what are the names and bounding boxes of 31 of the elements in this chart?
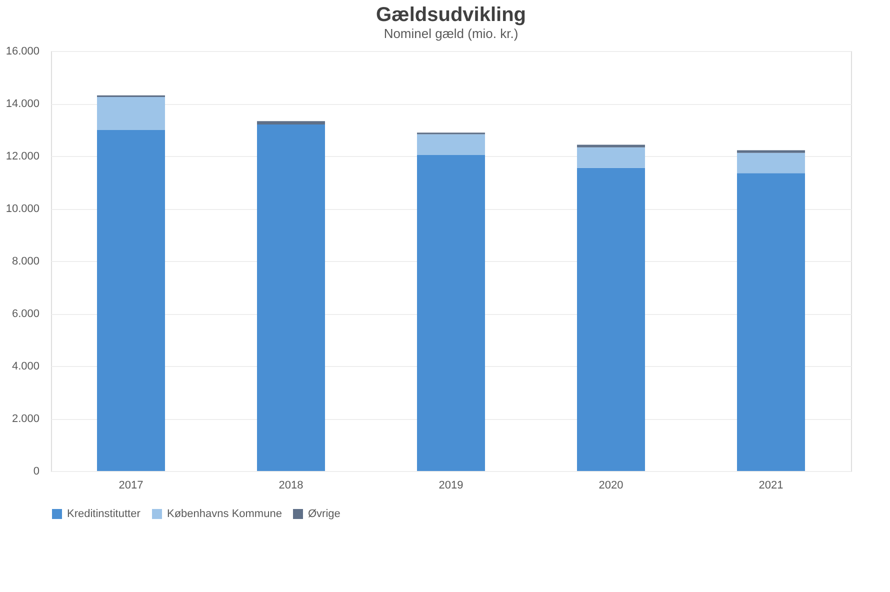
x-tick-label: 2020	[598, 480, 624, 492]
y-tick-label: 8.000	[12, 256, 40, 268]
x-tick-label: 2021	[758, 480, 784, 492]
bar	[97, 96, 165, 130]
y-tick-label: 2.000	[12, 413, 40, 425]
legend-label: Københavns Kommune	[167, 508, 282, 520]
bar	[737, 150, 805, 153]
bar	[577, 147, 645, 168]
legend-label: Øvrige	[308, 508, 340, 520]
x-tick-label: 2019	[438, 480, 464, 492]
y-tick-label: 14.000	[6, 98, 40, 110]
bar	[417, 154, 485, 471]
y-tick-label: 4.000	[12, 360, 40, 372]
bar	[737, 152, 805, 174]
y-tick-label: 10.000	[6, 203, 40, 215]
bar	[577, 168, 645, 471]
y-tick-label: 16.000	[6, 46, 40, 58]
x-tick-label: 2017	[118, 480, 144, 492]
bar	[417, 134, 485, 155]
x-tick-label: 2018	[278, 480, 304, 492]
bar	[737, 173, 805, 471]
y-tick-label: 12.000	[6, 150, 40, 162]
bar	[257, 124, 325, 471]
bar	[577, 144, 645, 148]
chart-title: Gældsudvikling	[376, 4, 526, 26]
bar	[97, 130, 165, 471]
y-tick-label: 0	[33, 466, 40, 478]
legend-label: Kreditinstitutter	[67, 508, 141, 520]
y-tick-label: 6.000	[12, 308, 40, 320]
bar	[257, 121, 325, 124]
chart-subtitle: Nominel gæld (mio. kr.)	[384, 26, 518, 41]
